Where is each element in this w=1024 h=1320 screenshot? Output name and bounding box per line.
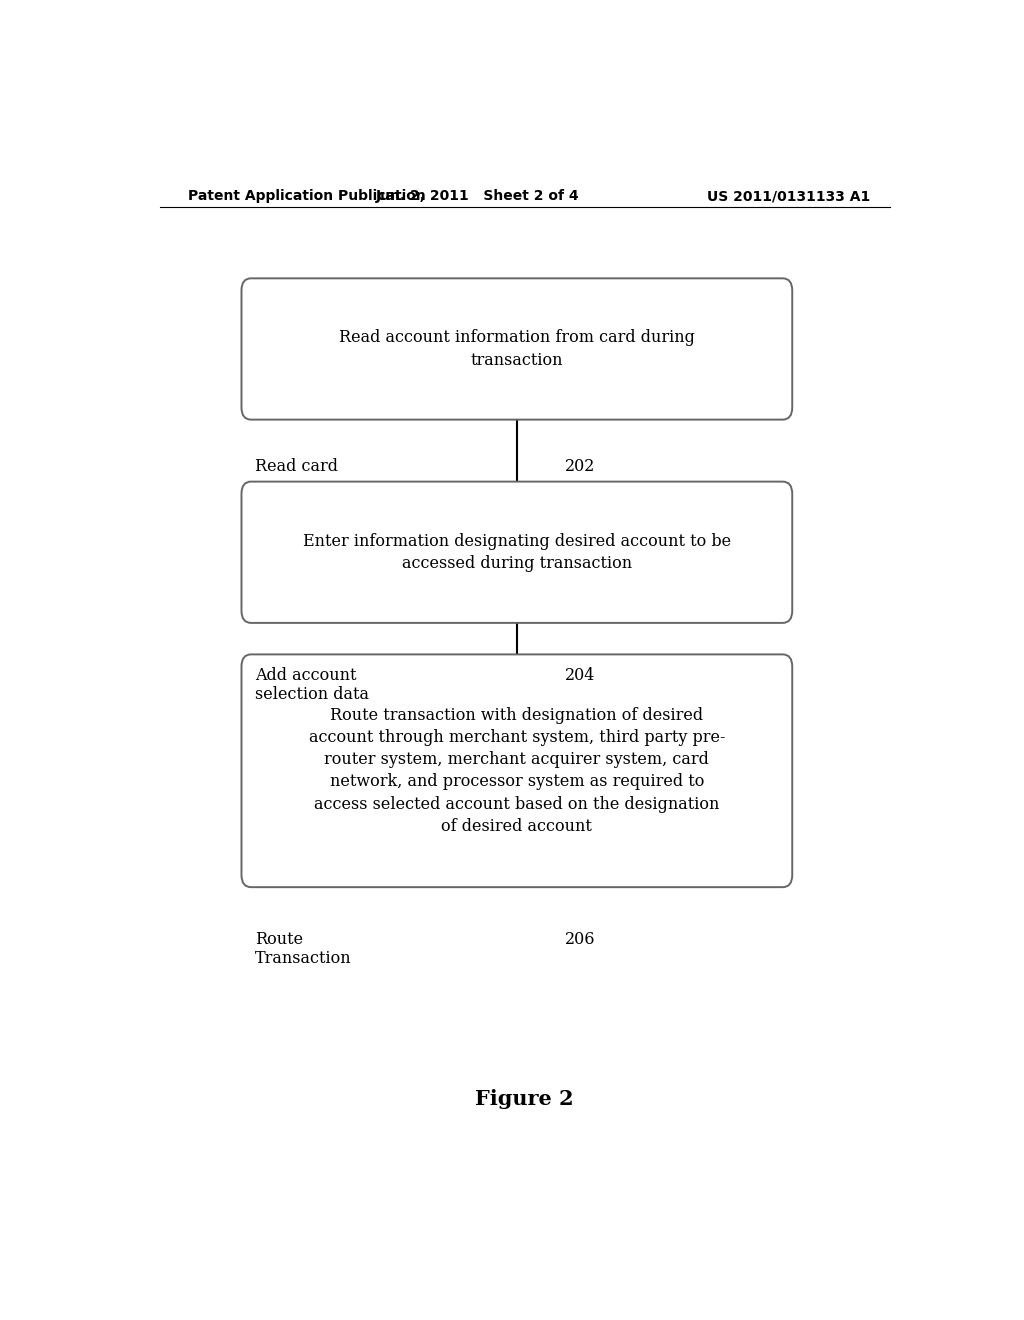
Text: 204: 204 xyxy=(564,667,595,684)
FancyBboxPatch shape xyxy=(242,655,793,887)
Text: US 2011/0131133 A1: US 2011/0131133 A1 xyxy=(707,189,870,203)
Text: 206: 206 xyxy=(564,931,595,948)
Text: Enter information designating desired account to be
accessed during transaction: Enter information designating desired ac… xyxy=(303,533,731,572)
Text: Read card: Read card xyxy=(255,458,338,475)
Text: Add account
selection data: Add account selection data xyxy=(255,667,369,704)
Text: Route
Transaction: Route Transaction xyxy=(255,931,351,968)
Text: 202: 202 xyxy=(564,458,595,475)
Text: Read account information from card during
transaction: Read account information from card durin… xyxy=(339,330,695,368)
FancyBboxPatch shape xyxy=(242,482,793,623)
Text: Patent Application Publication: Patent Application Publication xyxy=(187,189,425,203)
Text: Route transaction with designation of desired
account through merchant system, t: Route transaction with designation of de… xyxy=(308,706,725,834)
Text: Figure 2: Figure 2 xyxy=(475,1089,574,1109)
Text: Jun. 2, 2011   Sheet 2 of 4: Jun. 2, 2011 Sheet 2 of 4 xyxy=(376,189,579,203)
FancyBboxPatch shape xyxy=(242,279,793,420)
